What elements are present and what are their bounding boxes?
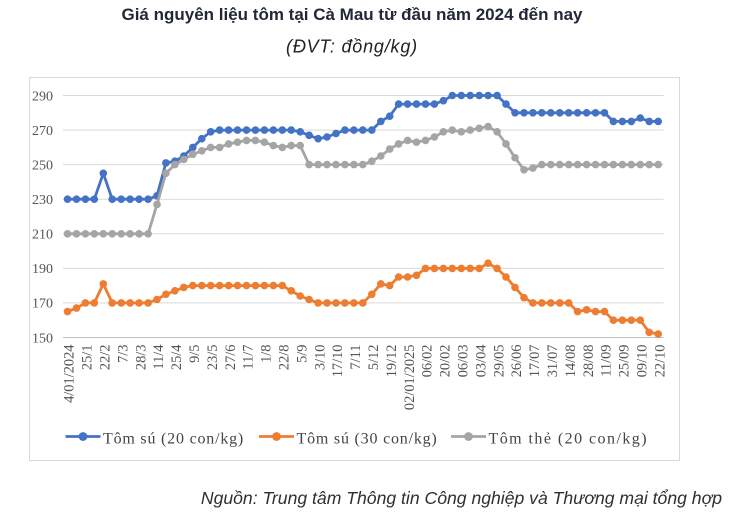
svg-text:23/5: 23/5 <box>205 345 221 371</box>
svg-text:Giá nguyên liệu tôm tại Cà Mau: Giá nguyên liệu tôm tại Cà Mau từ đầu nă… <box>121 5 583 24</box>
svg-text:230: 230 <box>32 193 53 208</box>
svg-text:11/7: 11/7 <box>241 345 257 370</box>
svg-text:210: 210 <box>32 228 53 243</box>
svg-text:28/3: 28/3 <box>133 345 149 371</box>
svg-text:5/12: 5/12 <box>366 345 382 371</box>
svg-text:14/08: 14/08 <box>563 345 579 378</box>
svg-text:11/09: 11/09 <box>599 345 615 377</box>
svg-text:290: 290 <box>32 89 53 104</box>
svg-text:4/01/2024: 4/01/2024 <box>62 345 78 403</box>
svg-text:02/01/2025: 02/01/2025 <box>402 345 418 411</box>
svg-text:31/07: 31/07 <box>545 345 561 378</box>
svg-text:150: 150 <box>32 331 53 346</box>
svg-text:20/02: 20/02 <box>438 345 454 378</box>
svg-text:25/1: 25/1 <box>80 345 96 371</box>
svg-text:25/09: 25/09 <box>617 345 633 378</box>
svg-text:1/8: 1/8 <box>259 345 275 363</box>
svg-text:19/12: 19/12 <box>384 345 400 378</box>
svg-text:Tôm thẻ (20 con/kg): Tôm thẻ (20 con/kg) <box>489 430 649 447</box>
svg-text:22/8: 22/8 <box>277 345 293 371</box>
svg-text:22/2: 22/2 <box>98 345 114 371</box>
svg-text:7/11: 7/11 <box>348 345 364 370</box>
svg-text:29/05: 29/05 <box>491 345 507 378</box>
svg-text:22/10: 22/10 <box>652 345 668 378</box>
svg-text:(ĐVT: đồng/kg): (ĐVT: đồng/kg) <box>286 37 418 57</box>
svg-text:09/10: 09/10 <box>635 345 651 378</box>
svg-text:17/07: 17/07 <box>527 345 543 378</box>
svg-text:5/9: 5/9 <box>294 345 310 363</box>
svg-text:3/10: 3/10 <box>312 345 328 371</box>
svg-text:Tôm sú (30 con/kg): Tôm sú (30 con/kg) <box>297 430 438 447</box>
svg-text:170: 170 <box>32 297 53 312</box>
svg-text:25/4: 25/4 <box>169 345 185 371</box>
svg-text:17/10: 17/10 <box>330 345 346 378</box>
svg-text:27/6: 27/6 <box>223 345 239 371</box>
svg-text:250: 250 <box>32 158 53 173</box>
svg-text:Tôm sú (20 con/kg): Tôm sú (20 con/kg) <box>103 430 244 447</box>
svg-text:28/08: 28/08 <box>581 345 597 378</box>
svg-text:7/3: 7/3 <box>115 345 131 363</box>
svg-text:Nguồn: Trung tâm Thông tin Côn: Nguồn: Trung tâm Thông tin Công nghiệp v… <box>201 488 722 508</box>
svg-text:06/02: 06/02 <box>420 345 436 378</box>
svg-text:03/04: 03/04 <box>473 345 489 378</box>
svg-text:26/06: 26/06 <box>509 345 525 378</box>
svg-text:190: 190 <box>32 262 53 277</box>
svg-text:06/03: 06/03 <box>456 345 472 378</box>
svg-text:11/4: 11/4 <box>151 345 167 370</box>
svg-text:9/5: 9/5 <box>187 345 203 363</box>
svg-text:270: 270 <box>32 124 53 139</box>
